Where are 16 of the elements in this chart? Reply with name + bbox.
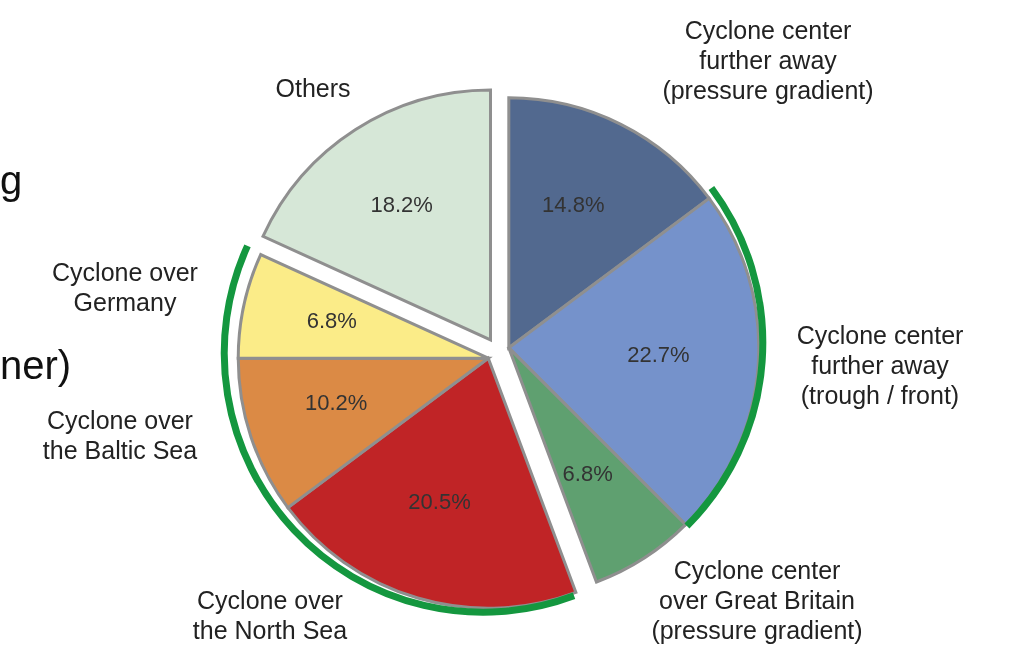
data-label: 14.8%	[542, 191, 605, 217]
slice-label: Cyclone center further away (pressure gradient)	[662, 15, 874, 105]
data-label: 20.5%	[408, 489, 471, 515]
data-label: 10.2%	[304, 389, 368, 415]
data-label: 22.7%	[627, 341, 690, 367]
text: ner)	[0, 343, 72, 387]
slice-label: Cyclone over the North Sea	[192, 585, 348, 645]
data-label: 6.8%	[562, 460, 613, 486]
data-label: 18.2%	[370, 192, 433, 218]
slice-label: Others	[275, 73, 351, 103]
slice-label: Cyclone center further away (trough / front)	[796, 320, 964, 410]
slice-label: Cyclone center over Great Britain (pressure gradient)	[651, 555, 863, 645]
text: g	[0, 158, 23, 202]
slice-label: Cyclone over Germany	[52, 257, 198, 317]
data-label: 6.8%	[306, 307, 357, 333]
slice-label: Cyclone over the Baltic Sea	[42, 405, 198, 465]
